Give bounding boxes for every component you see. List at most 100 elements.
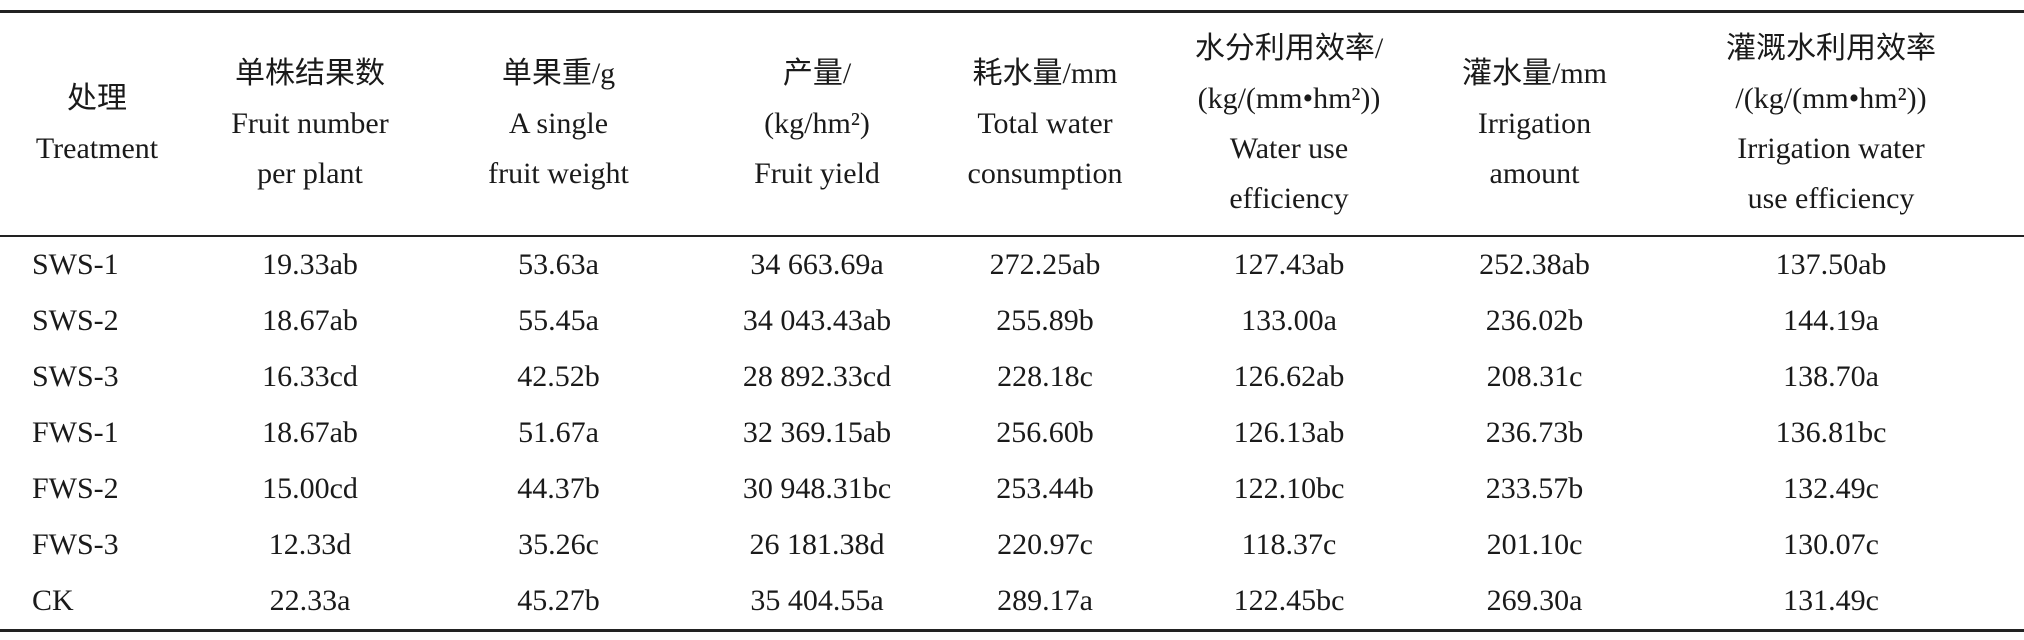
header-text: 产量/ — [782, 56, 852, 90]
header-text: 处理 — [67, 81, 127, 115]
header-text: Fruit number — [231, 106, 389, 140]
header-text: (kg/hm²) — [764, 106, 870, 140]
treatment-cell: FWS-3 — [32, 527, 119, 561]
value-cell: 228.18c — [997, 359, 1093, 393]
value-cell: 22.33a — [269, 583, 351, 617]
header-text: Water use — [1229, 131, 1349, 165]
header-text: per plant — [257, 156, 363, 190]
treatment-cell: FWS-1 — [32, 415, 119, 449]
table-header: 处理 Treatment 单株结果数 Fruit number per plant 单果重… — [0, 11, 2024, 236]
header-text: Irrigation water — [1737, 131, 1925, 165]
value-cell: 12.33d — [268, 527, 352, 561]
value-cell: 15.00cd — [262, 471, 358, 505]
value-cell: 236.02b — [1485, 303, 1584, 337]
table-row: CK 22.33a 45.27b 35 404.55a 289.17a 122.45bc 2… — [0, 573, 2024, 631]
header-text: 单株结果数 — [235, 56, 385, 90]
treatment-cell: SWS-1 — [32, 247, 119, 281]
header-text: amount — [1489, 156, 1580, 190]
header-text: use efficiency — [1747, 181, 1915, 215]
value-cell: 138.70a — [1783, 359, 1879, 393]
value-cell: 34 043.43ab — [742, 303, 892, 337]
value-cell: 16.33cd — [262, 359, 358, 393]
table-row: SWS-1 19.33ab 53.63a 34 663.69a 272.25ab 127.… — [0, 236, 2024, 293]
header-text: Treatment — [35, 131, 159, 165]
header-text: A single — [508, 106, 609, 140]
treatment-cell: SWS-2 — [32, 303, 119, 337]
value-cell: 208.31c — [1486, 359, 1583, 393]
value-cell: 118.37c — [1241, 527, 1337, 561]
header-cell: 耗水量/mm Total water consumption — [943, 12, 1147, 236]
header-text: 单果重/g — [501, 56, 616, 90]
value-cell: 45.27b — [517, 583, 600, 617]
value-cell: 136.81bc — [1775, 415, 1887, 449]
value-cell: 28 892.33cd — [742, 359, 892, 393]
value-cell: 126.13ab — [1233, 415, 1345, 449]
value-cell: 55.45a — [518, 303, 599, 337]
header-cell: 单果重/g A single fruit weight — [426, 12, 691, 236]
header-text: Fruit yield — [754, 156, 880, 190]
header-text: (kg/(mm•hm²)) — [1197, 81, 1381, 115]
table-row: FWS-1 18.67ab 51.67a 32 369.15ab 256.60b 126.… — [0, 405, 2024, 461]
value-cell: 26 181.38d — [749, 527, 885, 561]
table-row: SWS-3 16.33cd 42.52b 28 892.33cd 228.18c 126.… — [0, 349, 2024, 405]
header-text: efficiency — [1229, 181, 1349, 215]
table-wrap: 处理 Treatment 单株结果数 Fruit number per plant 单果重… — [0, 10, 2024, 632]
treatment-cell: CK — [32, 583, 74, 617]
header-text: 灌溉水利用效率 — [1726, 31, 1936, 65]
header-text: consumption — [967, 156, 1123, 190]
header-cell: 处理 Treatment — [0, 12, 194, 236]
value-cell: 255.89b — [996, 303, 1094, 337]
value-cell: 131.49c — [1783, 583, 1879, 617]
value-cell: 18.67ab — [262, 415, 358, 449]
value-cell: 53.63a — [518, 247, 599, 281]
value-cell: 130.07c — [1783, 527, 1879, 561]
value-cell: 34 663.69a — [750, 247, 884, 281]
header-text: fruit weight — [488, 156, 629, 190]
header-text: /(kg/(mm•hm²)) — [1735, 81, 1927, 115]
table-body: SWS-1 19.33ab 53.63a 34 663.69a 272.25ab 127.… — [0, 236, 2024, 631]
table-row: SWS-2 18.67ab 55.45a 34 043.43ab 255.89b 133.… — [0, 293, 2024, 349]
value-cell: 30 948.31bc — [742, 471, 892, 505]
treatment-cell: SWS-3 — [32, 359, 119, 393]
value-cell: 126.62ab — [1233, 359, 1345, 393]
value-cell: 122.45bc — [1233, 583, 1345, 617]
value-cell: 122.10bc — [1233, 471, 1345, 505]
value-cell: 19.33ab — [262, 247, 358, 281]
header-text: Irrigation — [1477, 106, 1592, 140]
header-text: Total water — [977, 106, 1113, 140]
value-cell: 127.43ab — [1233, 247, 1345, 281]
value-cell: 289.17a — [997, 583, 1093, 617]
value-cell: 220.97c — [997, 527, 1093, 561]
header-text: 灌水量/mm — [1461, 56, 1607, 90]
table-row: FWS-2 15.00cd 44.37b 30 948.31bc 253.44b 122.… — [0, 461, 2024, 517]
header-cell: 产量/ (kg/hm²) Fruit yield — [691, 12, 943, 236]
value-cell: 256.60b — [996, 415, 1094, 449]
header-text: 水分利用效率/ — [1194, 31, 1384, 65]
value-cell: 201.10c — [1486, 527, 1583, 561]
header-cell: 灌溉水利用效率 /(kg/(mm•hm²)) Irrigation water use… — [1638, 12, 2024, 236]
value-cell: 44.37b — [517, 471, 600, 505]
value-cell: 233.57b — [1485, 471, 1584, 505]
data-table: 处理 Treatment 单株结果数 Fruit number per plant 单果重… — [0, 10, 2024, 632]
value-cell: 133.00a — [1241, 303, 1337, 337]
treatment-cell: FWS-2 — [32, 471, 119, 505]
header-text: 耗水量/mm — [972, 56, 1118, 90]
value-cell: 252.38ab — [1479, 247, 1590, 281]
value-cell: 144.19a — [1783, 303, 1879, 337]
value-cell: 132.49c — [1783, 471, 1879, 505]
header-row: 处理 Treatment 单株结果数 Fruit number per plant 单果重… — [0, 12, 2024, 236]
header-cell: 水分利用效率/ (kg/(mm•hm²)) Water use efficiency — [1147, 12, 1431, 236]
value-cell: 42.52b — [517, 359, 600, 393]
value-cell: 32 369.15ab — [742, 415, 892, 449]
value-cell: 35 404.55a — [750, 583, 884, 617]
value-cell: 269.30a — [1486, 583, 1583, 617]
value-cell: 253.44b — [996, 471, 1094, 505]
value-cell: 35.26c — [518, 527, 599, 561]
value-cell: 18.67ab — [262, 303, 358, 337]
table-row: FWS-3 12.33d 35.26c 26 181.38d 220.97c 118.37… — [0, 517, 2024, 573]
header-cell: 单株结果数 Fruit number per plant — [194, 12, 426, 236]
header-cell: 灌水量/mm Irrigation amount — [1431, 12, 1638, 236]
value-cell: 236.73b — [1485, 415, 1584, 449]
value-cell: 272.25ab — [989, 247, 1101, 281]
